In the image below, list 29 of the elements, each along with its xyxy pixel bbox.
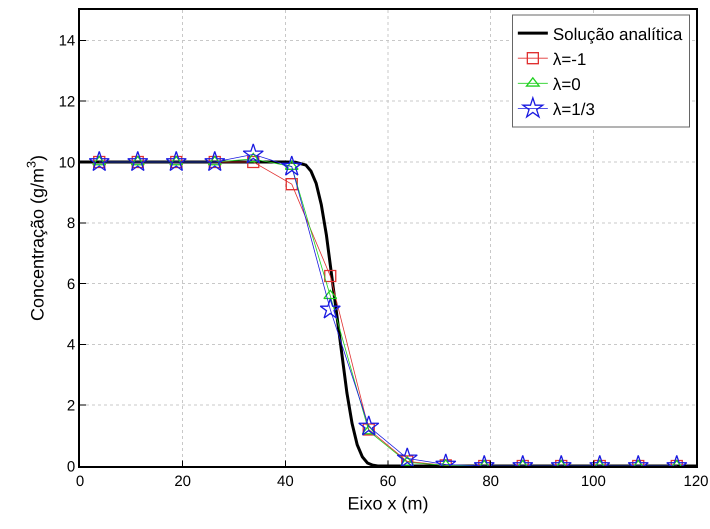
x-tick-label: 60 <box>380 472 396 490</box>
point <box>396 447 418 466</box>
x-tick-label: 100 <box>580 472 606 490</box>
y-tick-label: 12 <box>58 93 76 110</box>
point <box>166 150 187 172</box>
x-tick-label: 80 <box>482 472 500 490</box>
y-tick-label: 6 <box>66 276 76 293</box>
point <box>320 298 341 319</box>
point <box>281 155 302 176</box>
y-tick-label: 4 <box>66 336 76 354</box>
legend-label: λ=1/3 <box>552 100 595 120</box>
x-tick-label: 20 <box>174 472 192 490</box>
legend-label: Solução analítica <box>552 24 683 44</box>
point <box>88 150 110 172</box>
point <box>204 150 226 172</box>
y-tick-label: 0 <box>66 458 76 476</box>
legend-label: λ=0 <box>552 74 581 94</box>
x-tick-label: 40 <box>276 472 294 490</box>
y-tick-label: 10 <box>58 154 76 172</box>
point <box>242 143 264 164</box>
point <box>127 150 148 172</box>
legend-label: λ=-1 <box>552 50 586 69</box>
y-tick-label: 2 <box>66 397 76 414</box>
x-axis-title: Eixo x (m) <box>348 493 428 514</box>
point <box>247 156 260 168</box>
y-tick-label: 8 <box>66 215 76 232</box>
point <box>286 178 298 190</box>
x-tick-label: 120 <box>683 472 709 490</box>
y-tick-label: 14 <box>58 32 76 50</box>
